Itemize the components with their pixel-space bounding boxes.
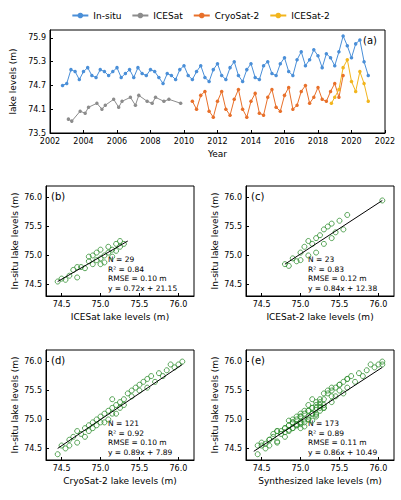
svg-text:75.5: 75.5: [24, 222, 42, 231]
svg-text:74.5: 74.5: [253, 464, 271, 473]
svg-text:RMSE = 0.12 m: RMSE = 0.12 m: [308, 274, 367, 283]
svg-text:In-situ lake levels (m): In-situ lake levels (m): [10, 357, 20, 454]
svg-text:75.5: 75.5: [331, 300, 349, 309]
svg-text:(e): (e): [251, 355, 265, 366]
svg-text:y = 0.84x + 12.38: y = 0.84x + 12.38: [308, 284, 377, 293]
svg-text:In-situ lake levels (m): In-situ lake levels (m): [210, 193, 220, 290]
svg-text:75.0: 75.0: [92, 300, 110, 309]
svg-text:76.0: 76.0: [24, 357, 42, 366]
svg-text:75.0: 75.0: [24, 415, 42, 424]
svg-text:R² = 0.89: R² = 0.89: [308, 429, 344, 438]
svg-text:R² = 0.92: R² = 0.92: [108, 429, 144, 438]
svg-text:2014: 2014: [241, 137, 261, 146]
svg-text:76.0: 76.0: [170, 300, 188, 309]
svg-text:y = 0.89x + 7.89: y = 0.89x + 7.89: [108, 448, 173, 457]
svg-text:2002: 2002: [40, 137, 60, 146]
svg-text:76.0: 76.0: [370, 464, 388, 473]
svg-text:74.5: 74.5: [53, 300, 71, 309]
svg-text:74.5: 74.5: [224, 280, 242, 289]
svg-text:2004: 2004: [73, 137, 93, 146]
svg-text:RMSE = 0.11 m: RMSE = 0.11 m: [308, 438, 367, 447]
svg-text:74.5: 74.5: [53, 464, 71, 473]
svg-text:74.5: 74.5: [24, 280, 42, 289]
svg-text:75.0: 75.0: [224, 251, 242, 260]
svg-text:Synthesized lake levels (m): Synthesized lake levels (m): [258, 476, 382, 486]
svg-text:(d): (d): [51, 355, 65, 366]
svg-text:R² = 0.83: R² = 0.83: [308, 265, 344, 274]
svg-text:75.5: 75.5: [131, 300, 149, 309]
svg-text:(c): (c): [251, 191, 264, 202]
svg-text:(b): (b): [51, 191, 65, 202]
svg-text:75.5: 75.5: [131, 464, 149, 473]
svg-text:ICESat: ICESat: [153, 11, 183, 21]
svg-text:lake levels (m): lake levels (m): [8, 48, 18, 114]
svg-text:RMSE = 0.10 m: RMSE = 0.10 m: [108, 438, 167, 447]
svg-text:R² = 0.84: R² = 0.84: [108, 265, 144, 274]
svg-text:76.0: 76.0: [170, 464, 188, 473]
svg-text:75.0: 75.0: [92, 464, 110, 473]
svg-text:y = 0.72x + 21.15: y = 0.72x + 21.15: [108, 284, 177, 293]
svg-text:2008: 2008: [140, 137, 160, 146]
svg-text:Year: Year: [207, 149, 227, 159]
svg-text:2012: 2012: [207, 137, 227, 146]
svg-text:2016: 2016: [274, 137, 294, 146]
svg-text:75.5: 75.5: [331, 464, 349, 473]
svg-text:CryoSat-2: CryoSat-2: [215, 11, 260, 21]
svg-text:2020: 2020: [341, 137, 361, 146]
svg-text:76.0: 76.0: [24, 193, 42, 202]
svg-text:In-situ: In-situ: [93, 11, 121, 21]
svg-text:75.0: 75.0: [292, 300, 310, 309]
svg-text:73.5: 73.5: [28, 128, 46, 138]
svg-text:ICESat-2: ICESat-2: [291, 11, 329, 21]
svg-text:RMSE = 0.10 m: RMSE = 0.10 m: [108, 274, 167, 283]
svg-text:(a): (a): [363, 35, 377, 46]
svg-text:76.0: 76.0: [224, 193, 242, 202]
svg-text:75.3: 75.3: [28, 57, 46, 66]
svg-text:N = 23: N = 23: [308, 255, 334, 264]
svg-text:N = 29: N = 29: [108, 255, 135, 265]
svg-text:75.5: 75.5: [24, 386, 42, 395]
svg-text:75.5: 75.5: [224, 222, 242, 231]
svg-text:y = 0.86x + 10.49: y = 0.86x + 10.49: [308, 448, 377, 457]
svg-text:ICESat lake levels (m): ICESat lake levels (m): [71, 312, 169, 322]
svg-text:74.5: 74.5: [24, 444, 42, 453]
svg-text:75.5: 75.5: [224, 386, 242, 395]
svg-text:74.7: 74.7: [28, 81, 46, 90]
svg-text:In-situ lake levels (m): In-situ lake levels (m): [210, 357, 220, 454]
svg-text:76.0: 76.0: [370, 300, 388, 309]
svg-text:2010: 2010: [174, 137, 194, 146]
svg-text:76.0: 76.0: [224, 357, 242, 366]
svg-text:74.5: 74.5: [253, 300, 271, 309]
svg-text:CryoSat-2 lake levels (m): CryoSat-2 lake levels (m): [63, 476, 176, 486]
svg-text:N = 121: N = 121: [108, 419, 139, 428]
svg-text:2018: 2018: [308, 137, 328, 146]
svg-text:2022: 2022: [375, 137, 395, 146]
svg-text:2006: 2006: [107, 137, 127, 146]
svg-text:75.0: 75.0: [292, 464, 310, 473]
svg-text:75.0: 75.0: [224, 415, 242, 424]
svg-text:In-situ lake levels (m): In-situ lake levels (m): [10, 193, 20, 290]
svg-text:74.1: 74.1: [28, 105, 46, 114]
svg-text:N = 173: N = 173: [308, 419, 339, 429]
svg-text:74.5: 74.5: [224, 444, 242, 453]
svg-text:75.9: 75.9: [28, 33, 46, 42]
svg-text:ICESat-2 lake levels (m): ICESat-2 lake levels (m): [266, 312, 373, 322]
svg-text:75.0: 75.0: [24, 251, 42, 260]
